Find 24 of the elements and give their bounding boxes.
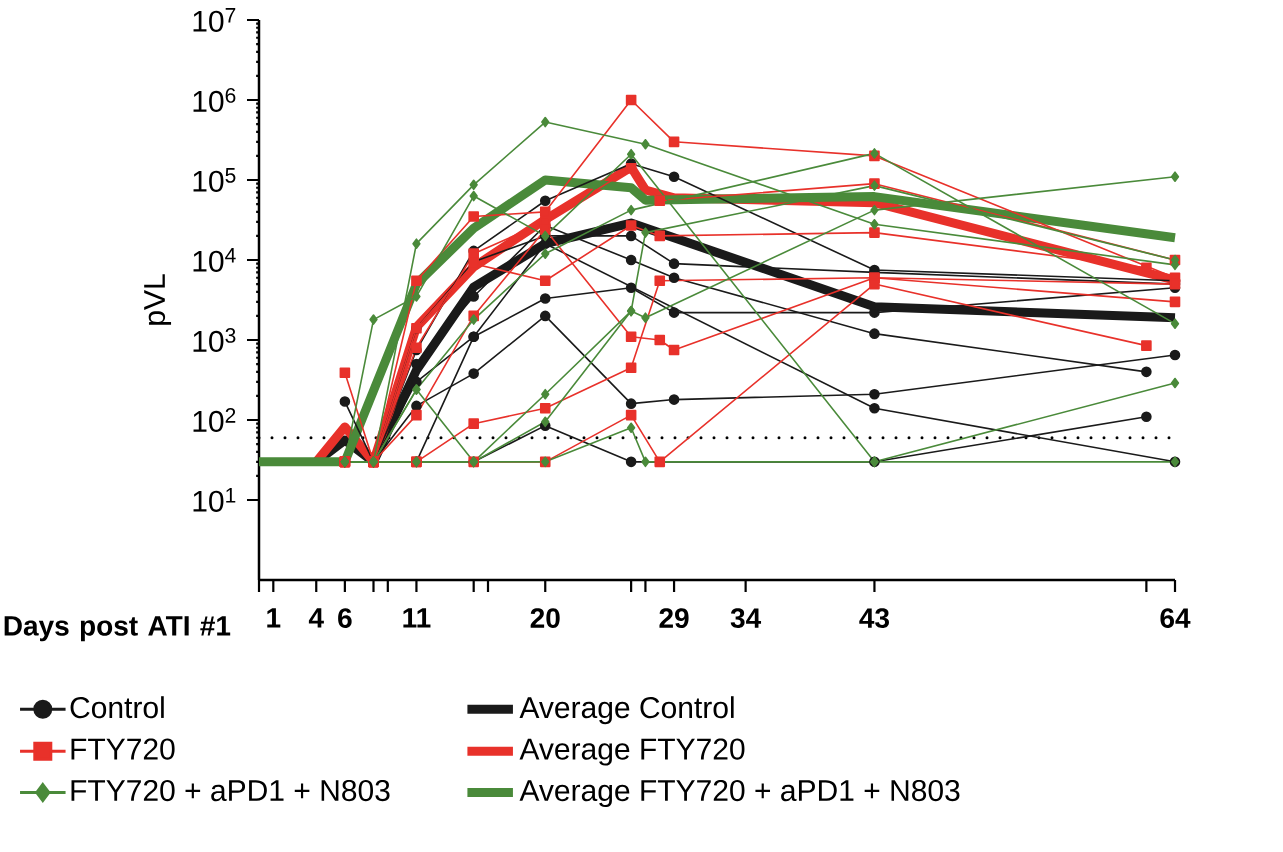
x-tick-label: 4	[308, 608, 324, 628]
x-tick-label: 34	[730, 608, 762, 629]
y-tick-label: 10$^{6}$	[193, 88, 236, 112]
y-axis-title: pVL	[144, 274, 172, 325]
y-tick-label: 10$^{1}$	[193, 488, 236, 512]
x-tick-label: 1	[267, 608, 281, 628]
x-tick-label: 64	[1160, 608, 1191, 628]
y-tick-label: 10$^{3}$	[193, 328, 236, 352]
x-tick-label: 6	[338, 608, 352, 628]
x-tick-label: 43	[859, 608, 889, 629]
x-axis-title: Days post ATI #1	[4, 616, 231, 642]
x-tick-label: 20	[530, 608, 560, 628]
y-tick-label: 10$^{4}$	[193, 248, 236, 272]
y-tick-label: 10$^{2}$	[193, 408, 236, 432]
legend-label: Average FTY720 + aPD1 + N803	[519, 779, 960, 808]
legend-label: FTY720 + aPD1 + N803	[71, 779, 390, 802]
x-tick-label: 11	[403, 608, 431, 628]
legend-label: Control	[70, 696, 164, 719]
y-tick-label: 10$^{5}$	[193, 168, 236, 192]
y-tick-label: 10$^{7}$	[193, 8, 236, 32]
legend-label: Average FTY720	[519, 738, 745, 766]
x-tick-label: 29	[659, 608, 689, 628]
legend-label: Average Control	[519, 696, 734, 725]
legend-label: FTY720	[71, 738, 175, 760]
